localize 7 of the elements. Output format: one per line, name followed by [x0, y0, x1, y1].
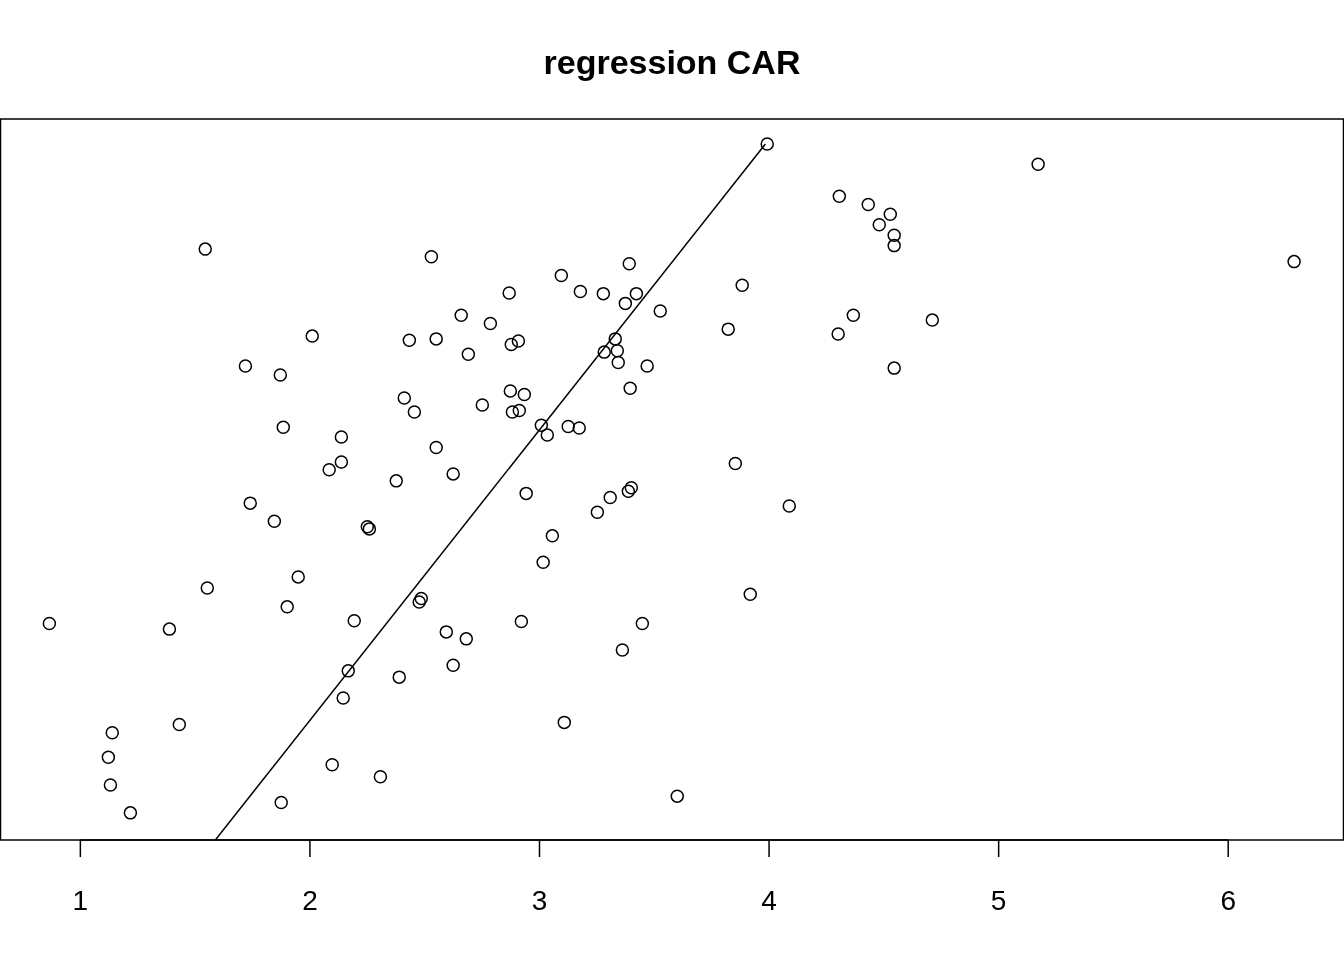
x-tick-label: 1	[72, 885, 89, 916]
x-tick-label: 3	[531, 885, 548, 916]
x-tick-label: 5	[990, 885, 1007, 916]
x-tick-label: 4	[761, 885, 777, 916]
x-tick-label: 2	[302, 885, 318, 916]
x-tick-label: 6	[1220, 885, 1236, 916]
chart-title: regression CAR	[543, 43, 801, 81]
